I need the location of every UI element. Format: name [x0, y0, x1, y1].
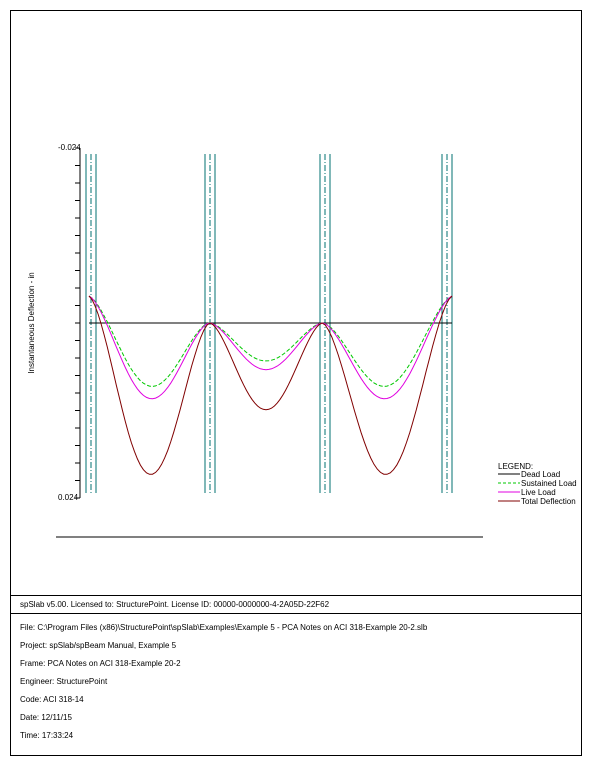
run-time: Time: 17:33:24	[20, 731, 74, 740]
y-tick-label-bottom: 0.024	[58, 493, 79, 502]
series-sustained-load	[88, 295, 453, 387]
design-code: Code: ACI 318-14	[20, 695, 84, 704]
page-frame	[10, 10, 582, 756]
run-date: Date: 12/11/15	[20, 713, 72, 722]
legend-label: Total Deflection	[521, 497, 576, 506]
series-live-load	[88, 295, 453, 400]
project-name: Project: spSlab/spBeam Manual, Example 5	[20, 641, 177, 650]
file-path: File: C:\Program Files (x86)\StructurePo…	[20, 623, 428, 632]
deflection-chart: -0.024 0.024 Instantaneous Deflection - …	[27, 143, 577, 538]
footer: spSlab v5.00. Licensed to: StructurePoin…	[10, 595, 582, 756]
series-lines	[88, 295, 453, 475]
license-line: spSlab v5.00. Licensed to: StructurePoin…	[10, 595, 582, 614]
legend-label: Dead Load	[521, 470, 560, 479]
legend-label: Sustained Load	[521, 479, 577, 488]
legend-label: Live Load	[521, 488, 556, 497]
series-total-deflection	[88, 295, 453, 475]
engineer-name: Engineer: StructurePoint	[20, 677, 108, 686]
frame-name: Frame: PCA Notes on ACI 318-Example 20-2	[20, 659, 181, 668]
legend-title: LEGEND:	[498, 462, 533, 471]
y-tick-label-top: -0.024	[58, 143, 81, 152]
y-axis	[75, 147, 81, 499]
y-axis-title: Instantaneous Deflection - in	[27, 272, 36, 373]
